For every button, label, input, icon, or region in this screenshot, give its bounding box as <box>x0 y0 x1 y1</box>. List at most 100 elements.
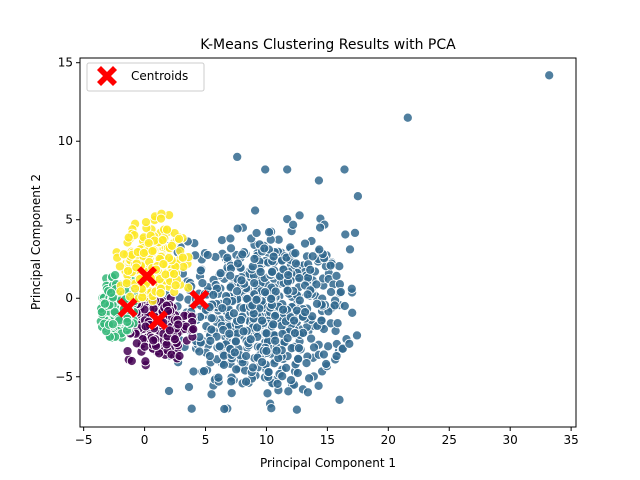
scatter-point <box>206 313 217 324</box>
scatter-point <box>291 404 302 415</box>
scatter-point <box>177 252 188 263</box>
scatter-point <box>263 367 274 378</box>
scatter-point <box>226 376 237 387</box>
x-tick-label: 15 <box>320 433 335 447</box>
scatter-point <box>308 342 320 353</box>
chart-title: K-Means Clustering Results with PCA <box>200 37 456 53</box>
scatter-point <box>335 286 346 298</box>
plot-frame <box>79 57 577 428</box>
scatter-point <box>238 326 249 337</box>
scatter-point <box>130 283 141 294</box>
scatter-point <box>331 351 342 362</box>
scatter-point <box>292 367 303 379</box>
scatter-point <box>262 388 273 399</box>
scatter-point <box>304 373 315 384</box>
scatter-point <box>249 253 260 264</box>
scatter-point <box>202 249 213 261</box>
x-tick-label: 0 <box>141 433 149 447</box>
scatter-point <box>231 364 242 375</box>
scatter-point <box>206 389 217 400</box>
scatter-point <box>260 287 271 298</box>
scatter-point <box>283 386 294 397</box>
scatter-point <box>235 314 247 325</box>
x-tick-label: 5 <box>202 433 210 447</box>
scatter-point <box>155 287 166 299</box>
scatter-point <box>261 328 272 339</box>
legend-label-centroids: Centroids <box>131 69 188 83</box>
scatter-point <box>339 164 350 175</box>
x-tick-label: −5 <box>75 433 93 447</box>
scatter-point <box>321 358 332 370</box>
y-tick-label: 15 <box>58 56 73 70</box>
scatter-point <box>106 287 117 298</box>
scatter-point <box>214 341 225 352</box>
scatter-point <box>163 385 175 397</box>
scatter-point <box>255 266 266 277</box>
scatter-point <box>215 268 226 279</box>
scatter-point <box>294 295 305 306</box>
scatter-point <box>313 380 324 391</box>
scatter-point <box>283 270 294 281</box>
scatter-point <box>251 227 262 239</box>
scatter-point <box>118 249 129 260</box>
y-axis-label: Principal Component 2 <box>29 174 43 310</box>
scatter-point <box>278 304 289 315</box>
scatter-point <box>232 286 243 297</box>
scatter-point <box>241 350 252 362</box>
centroid-marker <box>148 310 168 331</box>
scatter-point <box>316 315 327 326</box>
scatter-point <box>115 286 126 297</box>
scatter-point <box>251 294 262 305</box>
scatter-point <box>208 289 219 300</box>
scatter-point <box>331 270 342 281</box>
x-tick-label: 35 <box>563 433 578 447</box>
scatter-point <box>164 325 175 336</box>
scatter-point <box>166 240 177 251</box>
scatter-point <box>228 308 239 319</box>
y-tick-label: 5 <box>65 213 73 227</box>
scatter-point <box>340 229 351 240</box>
scatter-point <box>206 324 217 335</box>
scatter-point <box>107 319 118 330</box>
scatter-point <box>305 264 316 275</box>
scatter-point <box>339 300 350 312</box>
scatter-point <box>216 235 228 246</box>
scatter-point <box>266 293 277 304</box>
scatter-point <box>351 330 363 341</box>
centroid-marker <box>117 297 138 318</box>
scatter-point <box>219 403 230 415</box>
scatter-point <box>194 346 205 357</box>
scatter-point <box>245 334 256 345</box>
scatter-point <box>188 366 199 377</box>
scatter-point <box>329 300 340 311</box>
x-tick-label: 30 <box>503 433 518 447</box>
scatter-point <box>224 328 235 339</box>
scatter-point <box>122 316 133 327</box>
centroids-layer <box>117 266 210 331</box>
scatter-point <box>325 260 336 271</box>
scatter-point <box>188 324 199 335</box>
scatter-point <box>347 307 358 318</box>
scatter-point <box>140 356 151 367</box>
scatter-point <box>122 346 133 357</box>
scatter-point <box>288 219 299 230</box>
scatter-point <box>114 261 125 272</box>
scatter-point <box>241 376 252 387</box>
scatter-point <box>173 233 185 244</box>
scatter-point <box>155 213 167 224</box>
scatter-point <box>289 315 300 326</box>
scatter-point <box>282 164 293 175</box>
legend: Centroids <box>86 62 205 92</box>
scatter-point <box>195 265 206 276</box>
scatter-point <box>293 343 304 354</box>
scatter-point <box>121 278 132 289</box>
scatter-point <box>225 270 236 281</box>
scatter-point <box>140 217 152 228</box>
scatter-point <box>271 345 282 356</box>
scatter-point <box>169 334 180 345</box>
scatter-point <box>282 285 293 296</box>
scatter-point <box>349 227 361 238</box>
scatter-point <box>334 394 345 405</box>
scatter-point <box>346 283 357 294</box>
